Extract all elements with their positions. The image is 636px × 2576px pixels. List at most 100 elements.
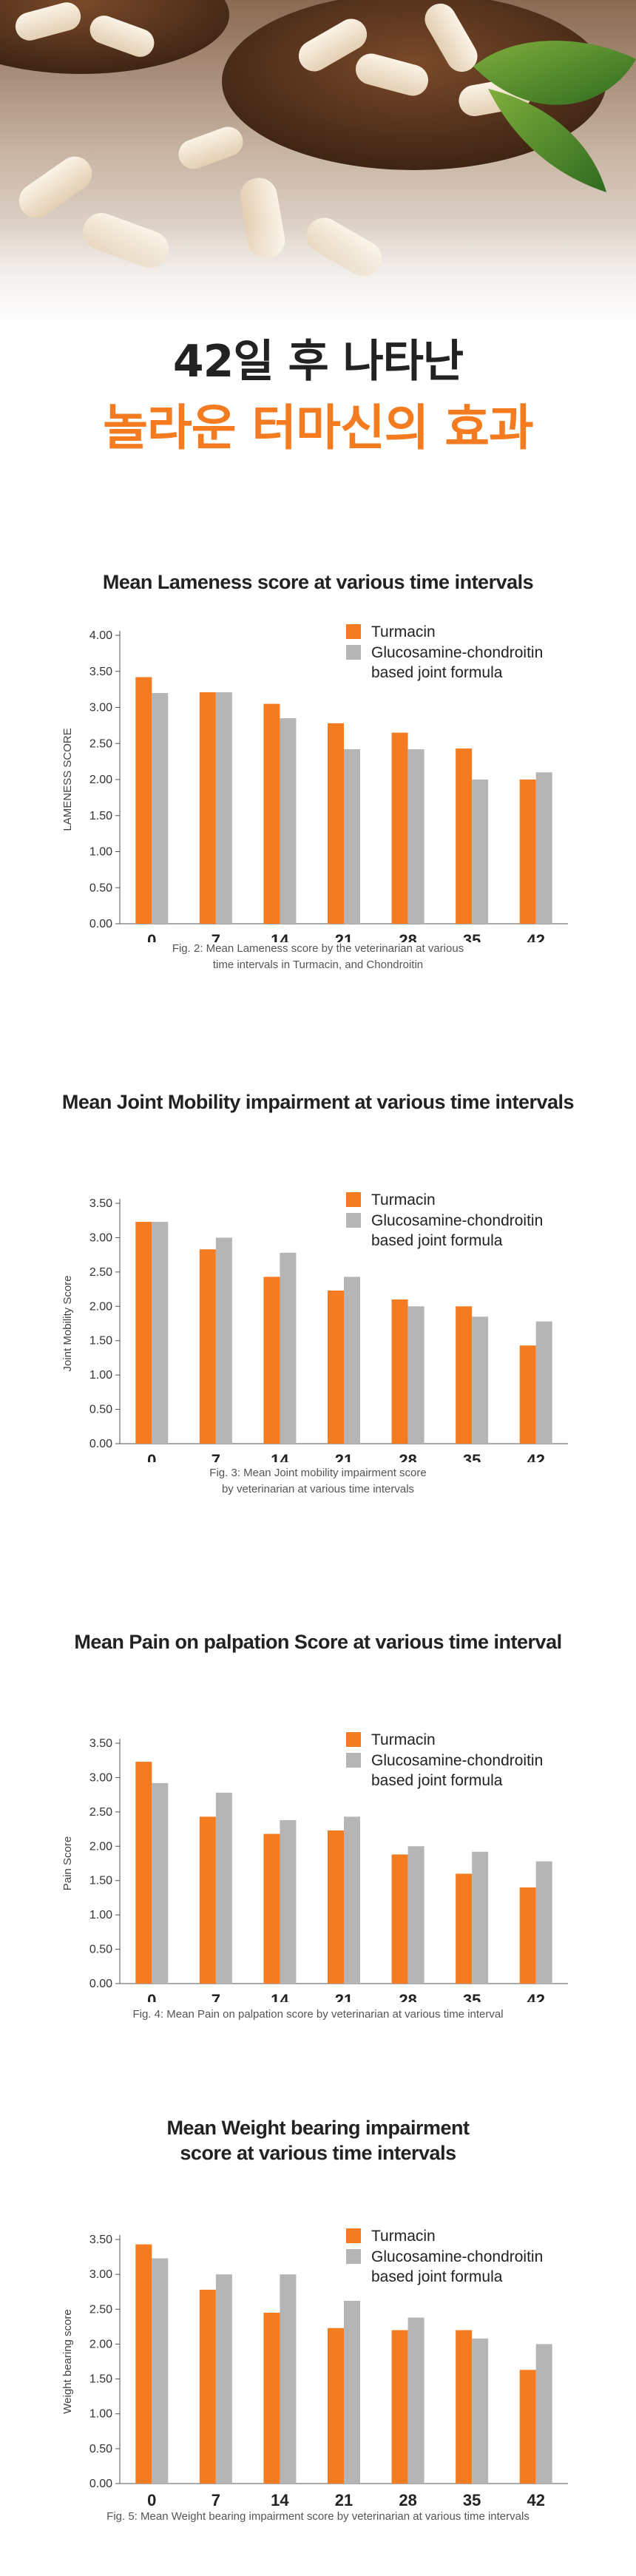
chart-caption: Fig. 2: Mean Lameness score by the veter… — [0, 941, 636, 973]
caption-line: Fig. 5: Mean Weight bearing impairment s… — [106, 2510, 530, 2523]
chart-lameness: Mean Lameness score at various time inte… — [0, 569, 636, 973]
bar-turmacin — [135, 2244, 152, 2484]
y-tick-label: 0.00 — [89, 1978, 112, 1990]
y-tick-label: 2.50 — [89, 1266, 112, 1279]
x-tick-label: 42 — [527, 2491, 544, 2509]
legend-swatch-glucosamine — [346, 1753, 361, 1768]
x-tick-label: 7 — [212, 2491, 220, 2509]
y-tick-label: 1.00 — [89, 2408, 112, 2421]
bar-glucosamine — [215, 1237, 232, 1444]
x-tick-label: 21 — [335, 931, 353, 942]
bar-glucosamine — [535, 2344, 552, 2484]
bar-turmacin — [263, 703, 280, 924]
caption-line: time intervals in Turmacin, and Chondroi… — [212, 959, 424, 971]
x-tick-label: 0 — [147, 2491, 156, 2509]
bar-turmacin — [328, 1830, 344, 1984]
legend-label-glucosamine-line1: Glucosamine-chondroitin — [371, 2248, 543, 2265]
chart-svg: 0.00 0.50 1.00 1.50 2.00 2.50 3.00 3.50 4.00 LAME… — [61, 623, 568, 942]
bar-glucosamine — [215, 2274, 232, 2484]
legend-swatch-turmacin — [346, 2228, 361, 2243]
chart-title: Mean Lameness score at various time inte… — [0, 569, 636, 595]
bar-glucosamine — [344, 2300, 360, 2484]
x-tick-label: 14 — [271, 931, 289, 942]
chart-title-line: score at various time intervals — [180, 2142, 456, 2164]
legend-label-glucosamine-line2: based joint formula — [371, 2268, 503, 2285]
legend-label-turmacin: Turmacin — [371, 623, 436, 640]
bar-turmacin — [199, 2289, 216, 2484]
legend-swatch-glucosamine — [346, 645, 361, 660]
x-tick-label: 42 — [527, 931, 544, 942]
y-tick-label: 2.50 — [89, 1806, 112, 1819]
x-tick-label: 14 — [271, 1991, 289, 2002]
y-tick-label: 2.50 — [89, 737, 112, 750]
bar-turmacin — [391, 1299, 408, 1444]
y-tick-label: 0.50 — [89, 1404, 112, 1416]
x-tick-label: 28 — [399, 1991, 416, 2002]
chart-svg: 0.00 0.50 1.00 1.50 2.00 2.50 3.00 3.50 Pain Sco… — [61, 1731, 568, 2002]
legend-label-glucosamine-line1: Glucosamine-chondroitin — [371, 1212, 543, 1229]
x-tick-label: 21 — [335, 1451, 353, 1462]
y-tick-label: 3.50 — [89, 666, 112, 678]
bar-glucosamine — [472, 2338, 489, 2484]
x-tick-label: 28 — [399, 931, 416, 942]
leaves — [473, 41, 636, 192]
bar-glucosamine — [152, 1782, 169, 1984]
x-tick-label: 42 — [527, 1451, 544, 1462]
x-tick-label: 0 — [147, 931, 156, 942]
headline-line2: 놀라운 터마신의 효과 — [103, 399, 533, 456]
bar-glucosamine — [215, 1792, 232, 1984]
legend-swatch-turmacin — [346, 1732, 361, 1747]
bar-turmacin — [456, 1306, 473, 1444]
y-tick-label: 1.50 — [89, 1875, 112, 1887]
bar-turmacin — [456, 1873, 473, 1984]
bar-glucosamine — [535, 1321, 552, 1444]
y-tick-label: 1.50 — [89, 2373, 112, 2386]
y-tick-label: 3.50 — [89, 2234, 112, 2246]
bar-glucosamine — [535, 1861, 552, 1984]
x-tick-label: 35 — [463, 1991, 481, 2002]
y-tick-label: 1.50 — [89, 1335, 112, 1348]
y-tick-label: 1.00 — [89, 846, 112, 859]
bar-turmacin — [328, 2327, 344, 2484]
legend-label-glucosamine-line2: based joint formula — [371, 1772, 503, 1789]
x-tick-label: 35 — [463, 2491, 481, 2509]
bar-glucosamine — [280, 1252, 297, 1444]
y-tick-label: 2.00 — [89, 774, 112, 786]
y-tick-label: 0.00 — [89, 918, 112, 930]
chart-title: Mean Joint Mobility impairment at variou… — [0, 1089, 636, 1115]
bar-glucosamine — [472, 1316, 489, 1444]
chart-title-line: Mean Lameness score at various time inte… — [102, 571, 534, 593]
bar-turmacin — [328, 723, 344, 924]
y-tick-label: 0.00 — [89, 2478, 112, 2490]
y-tick-label: 3.00 — [89, 702, 112, 714]
bar-turmacin — [519, 780, 536, 924]
x-tick-label: 42 — [527, 1991, 544, 2002]
x-tick-label: 35 — [463, 1451, 481, 1462]
bar-glucosamine — [280, 718, 297, 924]
y-tick-label: 0.50 — [89, 2443, 112, 2455]
legend-label-turmacin: Turmacin — [371, 2228, 436, 2245]
capsules-illustration — [0, 0, 636, 348]
x-tick-label: 21 — [335, 2491, 353, 2509]
caption-line: Fig. 3: Mean Joint mobility impairment s… — [209, 1467, 427, 1479]
bar-glucosamine — [344, 1816, 360, 1984]
bar-turmacin — [519, 2370, 536, 2484]
x-tick-label: 0 — [147, 1451, 156, 1462]
y-tick-label: 2.00 — [89, 2338, 112, 2350]
y-axis-label: Pain Score — [61, 1836, 74, 1890]
chart-pain-palpation: Mean Pain on palpation Score at various … — [0, 1629, 636, 2023]
bar-turmacin — [135, 677, 152, 924]
bar-glucosamine — [344, 1277, 360, 1444]
chart-title-line: Mean Pain on palpation Score at various … — [74, 1631, 562, 1653]
legend-label-glucosamine-line1: Glucosamine-chondroitin — [371, 1752, 543, 1769]
bar-glucosamine — [344, 749, 360, 924]
bar-turmacin — [456, 748, 473, 924]
bar-turmacin — [519, 1887, 536, 1984]
bar-turmacin — [391, 2330, 408, 2484]
bar-turmacin — [328, 1290, 344, 1444]
y-axis-label: Weight bearing score — [61, 2309, 74, 2413]
headline-line1: 42일 후 나타난 — [172, 336, 464, 388]
y-tick-label: 0.50 — [89, 1944, 112, 1956]
bar-turmacin — [391, 1854, 408, 1984]
legend-label-glucosamine-line2: based joint formula — [371, 664, 503, 681]
